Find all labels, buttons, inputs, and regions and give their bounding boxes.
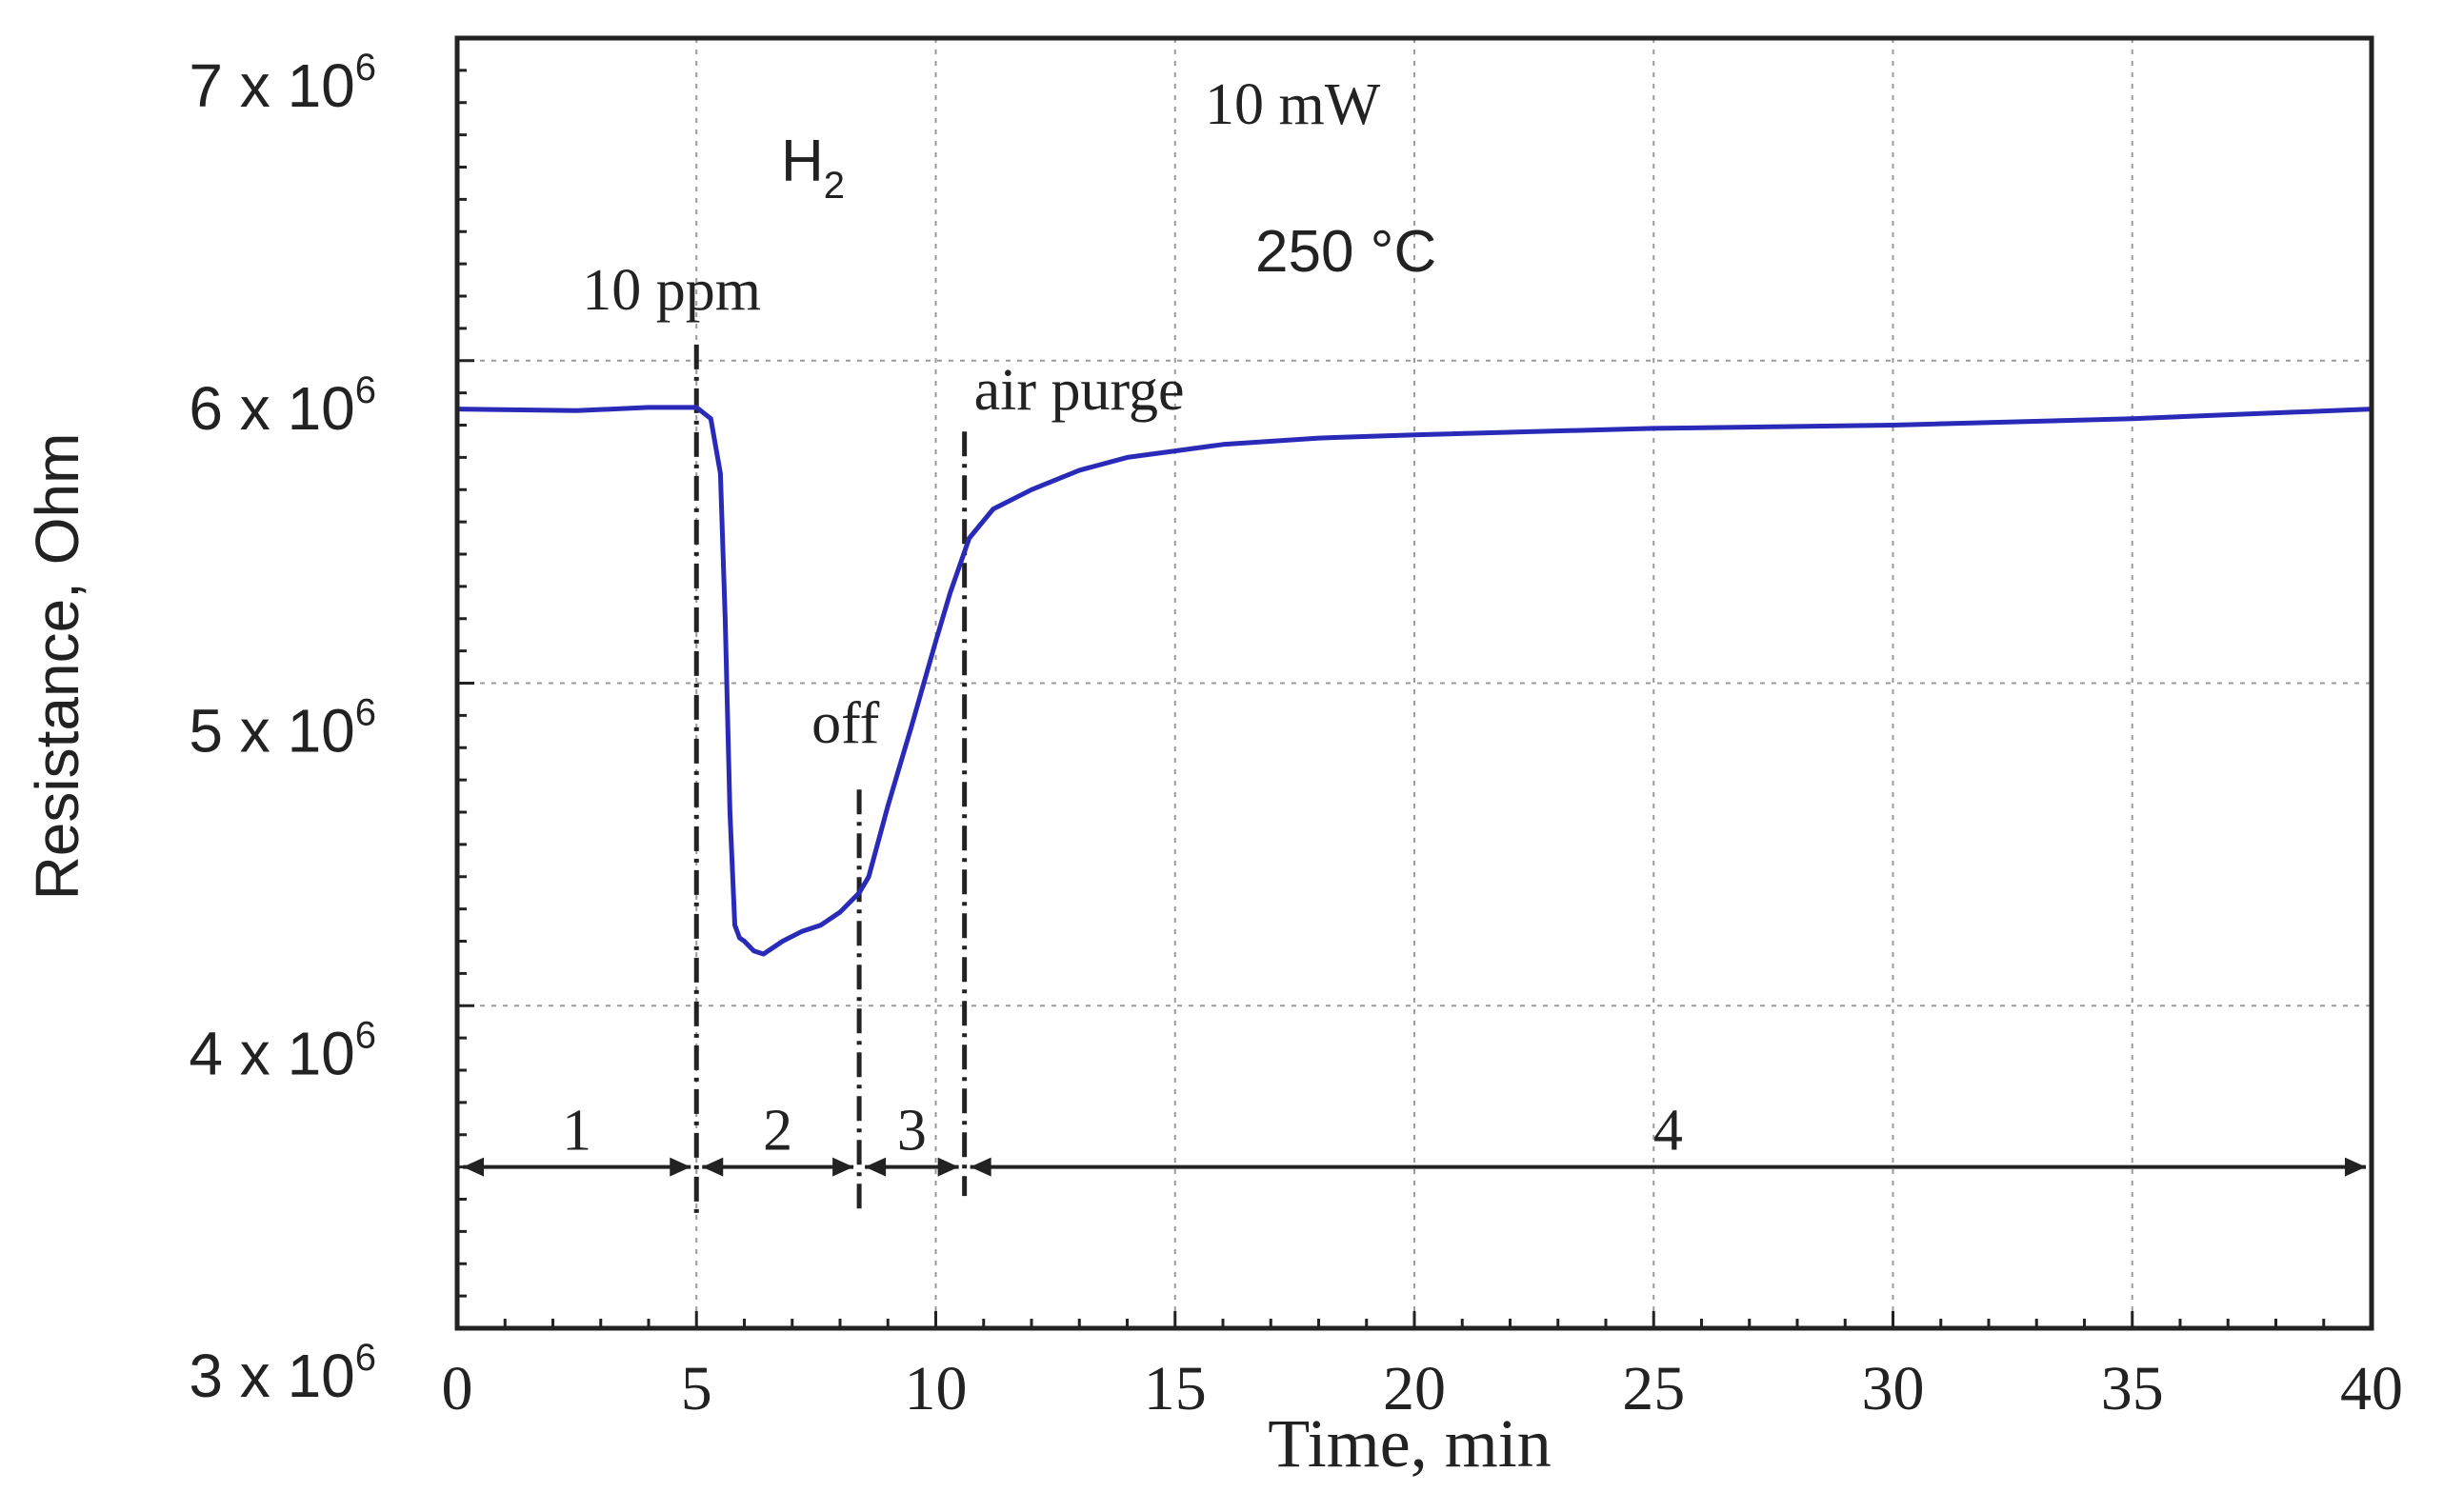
y-tick-label-base: 6 x 10 [189,374,354,443]
y-tick-label: 7 x 106 [189,47,376,120]
gas-annotation-subscript: 2 [824,165,845,207]
region-arrowhead-left [702,1157,724,1177]
region-label: 1 [562,1099,591,1164]
x-tick-label: 40 [2340,1354,2403,1423]
power-annotation: 10 mW [1205,72,1381,137]
gas-annotation: H2 [781,129,845,207]
region-arrowhead-right [670,1157,691,1177]
event-marker-label: off [811,691,880,756]
region-label: 3 [897,1099,927,1164]
x-tick-label: 5 [681,1354,712,1423]
region-arrowhead-left [865,1157,887,1177]
y-tick-label-base: 3 x 10 [189,1342,354,1410]
marker-labels: 10 ppm off air purge [582,258,1184,756]
y-tick-label-base: 5 x 10 [189,697,354,766]
x-tick-label: 30 [1862,1354,1925,1423]
y-tick-label-exponent: 6 [355,47,376,89]
x-tick-labels: 0 5 10 15 20 25 30 35 40 [442,1354,2404,1423]
event-marker-label: 10 ppm [582,258,761,323]
y-tick-label: 5 x 106 [189,692,376,766]
x-tick-label: 15 [1144,1354,1207,1423]
plot-frame [454,35,2374,1331]
event-marker-label: air purge [974,358,1185,423]
temperature-annotation: 250 °C [1255,219,1436,285]
event-markers [693,344,968,1216]
resistance-series-line [454,405,2374,957]
gas-annotation-base: H [781,129,824,194]
region-arrowhead-left [970,1157,991,1177]
y-tick-label-exponent: 6 [355,1337,376,1379]
x-axis-title: Time, min [1268,1405,1551,1482]
region-arrowhead-right [937,1157,959,1177]
x-tick-label: 10 [905,1354,968,1423]
y-tick-label-exponent: 6 [355,692,376,734]
y-axis-title: Resistance, Ohm [23,433,91,901]
y-tick-label-base: 7 x 10 [189,51,354,120]
region-labels: 1 2 3 4 [562,1099,1683,1164]
region-arrows [463,1157,2366,1177]
region-label: 2 [763,1099,792,1164]
y-tick-label-exponent: 6 [355,369,376,411]
y-tick-label: 3 x 106 [189,1337,376,1410]
x-tick-label: 35 [2101,1354,2164,1423]
region-arrowhead-right [832,1157,854,1177]
y-tick-label-exponent: 6 [355,1014,376,1056]
region-arrowhead-left [463,1157,484,1177]
region-label: 4 [1653,1099,1683,1164]
x-tick-label: 20 [1383,1354,1446,1423]
y-tick-label-base: 4 x 10 [189,1019,354,1087]
y-tick-label: 6 x 106 [189,369,376,443]
region-arrowhead-right [2345,1157,2366,1177]
x-tick-label: 0 [442,1354,473,1423]
y-tick-label: 4 x 106 [189,1014,376,1087]
x-tick-label: 25 [1622,1354,1685,1423]
